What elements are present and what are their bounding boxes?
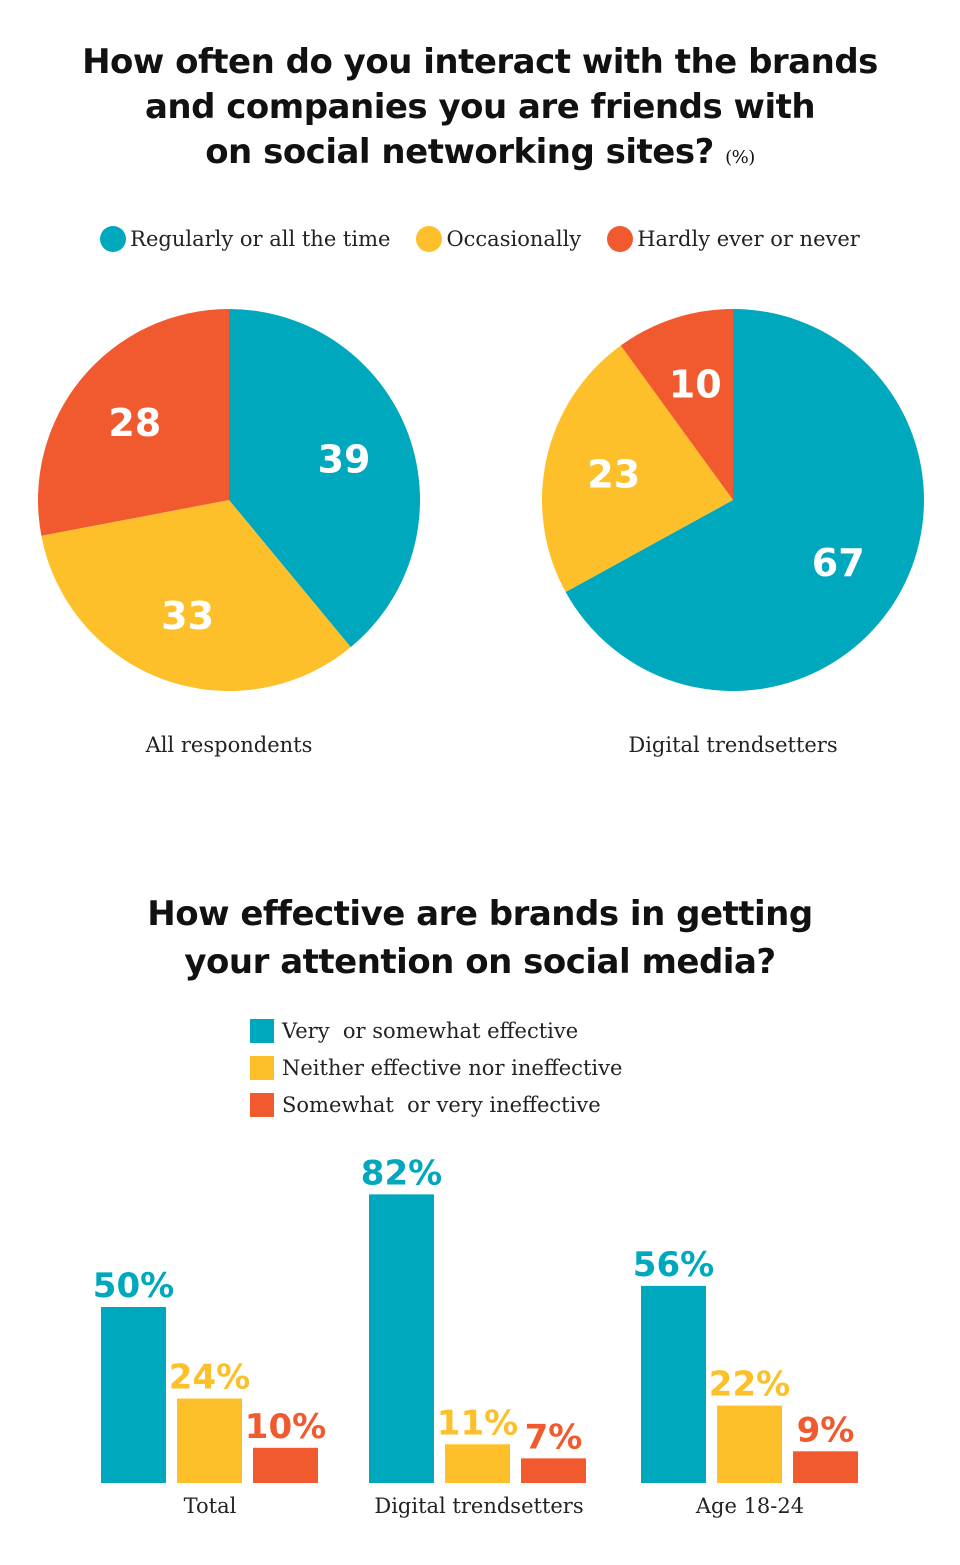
pie-slice-label: 28 xyxy=(108,401,161,445)
pie-caption: All respondents xyxy=(145,733,313,757)
legend-swatch xyxy=(607,226,634,252)
bar xyxy=(717,1405,782,1483)
legend-label: Neither effective nor ineffective xyxy=(282,1055,623,1080)
bar xyxy=(177,1398,242,1483)
pie-chart-title: How often do you interact with the brand… xyxy=(0,40,960,180)
legend-item: Neither effective nor ineffective xyxy=(250,1049,622,1086)
legend-item: Regularly or all the time xyxy=(100,226,390,252)
unit-label: (%) xyxy=(725,147,755,168)
bar-value-label: 50% xyxy=(93,1266,174,1306)
bar-value-label: 11% xyxy=(437,1403,518,1443)
bar-value-label: 24% xyxy=(169,1358,250,1398)
pie-slice xyxy=(542,345,733,593)
category-label: Digital trendsetters xyxy=(374,1494,584,1518)
legend-item: Occasionally xyxy=(416,226,581,252)
bar-value-label: 7% xyxy=(525,1417,583,1457)
bar xyxy=(641,1285,706,1483)
pie-caption: Digital trendsetters xyxy=(628,733,838,757)
bar-value-label: 82% xyxy=(361,1153,442,1193)
bar-value-label: 9% xyxy=(797,1410,855,1450)
bar-value-label: 10% xyxy=(245,1407,326,1447)
pie-charts: 39 33 28 67 23 10 xyxy=(37,309,925,691)
bar-legend: Very or somewhat effective Neither effec… xyxy=(250,1012,622,1123)
legend-swatch xyxy=(250,1018,274,1043)
title-line: How effective are brands in getting xyxy=(147,894,813,934)
title-line: your attention on social media? xyxy=(184,942,776,982)
title-line: How often do you interact with the brand… xyxy=(82,42,878,82)
legend-item: Very or somewhat effective xyxy=(250,1012,622,1049)
pie-slice xyxy=(620,309,733,500)
legend-swatch xyxy=(250,1092,274,1117)
pie-slice-label: 39 xyxy=(318,438,371,482)
legend-label: Regularly or all the time xyxy=(130,227,391,251)
bar xyxy=(253,1447,318,1483)
legend-label: Somewhat or very ineffective xyxy=(282,1092,601,1117)
legend-label: Hardly ever or never xyxy=(637,227,860,251)
bar-chart-title: How effective are brands in getting your… xyxy=(0,890,960,986)
bar xyxy=(521,1458,586,1483)
bar-value-label: 56% xyxy=(633,1245,714,1285)
pie-slice-label: 10 xyxy=(669,363,722,407)
legend-swatch xyxy=(100,226,127,252)
bar xyxy=(369,1194,434,1483)
bar-value-label: 22% xyxy=(709,1365,790,1405)
pie-slice-label: 33 xyxy=(161,594,214,638)
legend-item: Somewhat or very ineffective xyxy=(250,1086,622,1123)
bar xyxy=(793,1451,858,1483)
legend-item: Hardly ever or never xyxy=(607,226,860,252)
pie-slice xyxy=(565,309,925,691)
category-label: Total xyxy=(183,1494,237,1518)
pie-slice-label: 67 xyxy=(812,541,865,585)
title-line: on social networking sites? xyxy=(205,132,714,172)
bar xyxy=(445,1444,510,1483)
legend-label: Very or somewhat effective xyxy=(282,1018,579,1043)
pie-slice xyxy=(229,309,420,648)
pie-slice xyxy=(37,309,229,536)
category-label: Age 18-24 xyxy=(695,1494,805,1518)
bar xyxy=(101,1307,166,1483)
pie-legend: Regularly or all the time Occasionally H… xyxy=(0,226,960,252)
pie-slice xyxy=(41,500,351,691)
legend-label: Occasionally xyxy=(446,227,582,251)
legend-swatch xyxy=(250,1055,274,1080)
pie-slice-label: 23 xyxy=(587,452,640,496)
legend-swatch xyxy=(416,226,443,252)
title-line: and companies you are friends with xyxy=(144,87,816,127)
